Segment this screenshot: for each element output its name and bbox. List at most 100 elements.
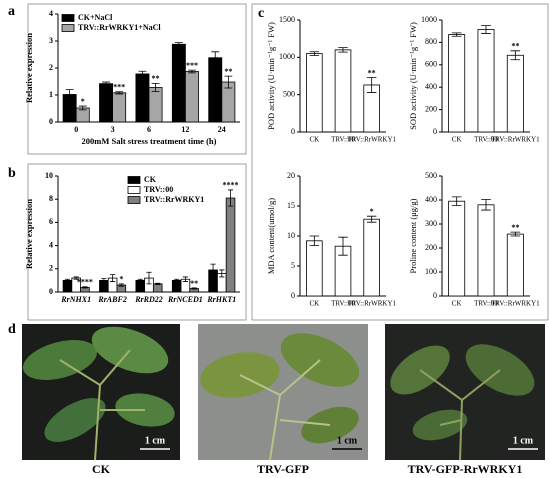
error-bar [227, 189, 234, 207]
error-bar [73, 276, 79, 280]
x-tick-label: TRV::RrWRKY1 [347, 136, 396, 144]
error-bar [366, 77, 377, 93]
bar [148, 87, 163, 123]
error-bar [338, 47, 348, 53]
y-tick-label: 0 [49, 117, 53, 126]
x-tick-label: 3 [111, 125, 115, 134]
error-bar [451, 32, 462, 37]
bar [306, 53, 323, 133]
x-tick-label: RrRD22 [134, 295, 163, 304]
x-tick-label: 12 [181, 125, 189, 134]
bar [306, 240, 323, 297]
error-bar [510, 50, 521, 61]
bar [62, 279, 73, 293]
x-tick-label: RrABF2 [97, 295, 126, 304]
photo-label: TRV-GFP-RrWRKY1 [408, 462, 523, 476]
bar [506, 54, 524, 133]
y-tick-label: 10 [287, 231, 295, 240]
panel-letter: d [8, 322, 16, 337]
error-bar [366, 215, 377, 223]
y-tick-label: 1 [49, 90, 53, 99]
error-bar [174, 278, 180, 282]
x-tick-label: 0 [74, 125, 78, 134]
error-bar [224, 75, 233, 89]
y-axis-label: SOD activity (U·min⁻¹g⁻¹ FW) [408, 22, 418, 130]
error-bar [219, 269, 225, 278]
x-tick-label: TRV::RrWRKY1 [347, 300, 396, 308]
x-tick-label: CK [452, 136, 462, 144]
x-tick-label: RrHKT1 [206, 295, 236, 304]
error-bar [82, 286, 88, 289]
error-bar [151, 82, 160, 92]
x-tick-label: TRV::00 [331, 136, 355, 144]
y-tick-label: 400 [425, 195, 437, 204]
y-tick-label: 300 [425, 219, 437, 228]
bar [135, 73, 150, 123]
y-tick-label: 15 [287, 201, 295, 210]
error-bar [481, 199, 491, 211]
bar [477, 204, 495, 297]
y-tick-label: 20 [287, 171, 295, 180]
bar [171, 43, 186, 123]
x-tick-label: 24 [218, 125, 226, 134]
y-tick-label: 400 [425, 82, 437, 91]
y-tick-label: 200 [425, 104, 437, 113]
y-tick-label: 0 [433, 127, 437, 136]
bar [152, 283, 163, 293]
y-tick-label: 100 [425, 267, 437, 276]
panel-letter: c [258, 6, 264, 21]
error-bar [138, 70, 147, 78]
significance-label: * [81, 97, 85, 106]
y-tick-label: 3 [49, 36, 53, 45]
y-tick-label: 1500 [279, 15, 295, 24]
x-tick-label: RrNHX1 [60, 295, 91, 304]
error-bar [338, 236, 348, 256]
bar [334, 49, 352, 133]
scale-bar-label: 1 cm [145, 435, 166, 446]
photo-ck [22, 324, 180, 461]
significance-label: * [370, 207, 374, 216]
significance-label: *** [186, 61, 198, 70]
significance-label: ** [511, 223, 519, 232]
y-tick-label: 200 [425, 243, 437, 252]
error-bar [101, 278, 107, 283]
error-bar [115, 91, 124, 95]
x-tick-label: TRV::RrWRKY1 [491, 136, 540, 144]
error-bar [137, 278, 143, 282]
error-bar [210, 263, 216, 277]
error-bar [211, 51, 220, 65]
y-tick-label: 500 [283, 89, 295, 98]
significance-label: * [119, 275, 123, 284]
bar [184, 71, 199, 123]
error-bar [451, 196, 462, 206]
error-bar [146, 271, 152, 285]
photo-trv-gfp-rrwrky1 [385, 324, 545, 461]
x-tick-label: CK [452, 300, 462, 308]
y-tick-label: 500 [425, 171, 437, 180]
legend-label: TRV::RrWRKY1+NaCl [78, 23, 161, 32]
y-tick-label: 0 [291, 127, 295, 136]
x-tick-label: RrNCED1 [167, 295, 203, 304]
bar [448, 34, 466, 133]
bar [112, 92, 127, 123]
y-tick-label: 0 [49, 287, 53, 296]
y-tick-label: 800 [425, 37, 437, 46]
error-bar [118, 283, 124, 287]
y-axis-label: Proline content (μg/g) [408, 198, 418, 273]
bar [225, 197, 236, 293]
y-axis-label: Relative expression [24, 33, 34, 103]
error-bar [155, 282, 161, 285]
error-bar [188, 69, 196, 74]
scale-bar-label: 1 cm [513, 435, 534, 446]
y-axis-label: MDA content(umol/g) [266, 198, 276, 274]
legend-swatch [127, 196, 141, 204]
significance-label: ** [152, 74, 160, 83]
y-tick-label: 1000 [279, 52, 295, 61]
y-tick-label: 1000 [421, 15, 437, 24]
y-tick-label: 8 [49, 194, 53, 203]
error-bar [102, 81, 110, 86]
significance-label: ** [511, 42, 519, 51]
panel-letter: b [8, 166, 16, 181]
error-bar [309, 235, 320, 246]
legend-label: CK [144, 175, 157, 184]
